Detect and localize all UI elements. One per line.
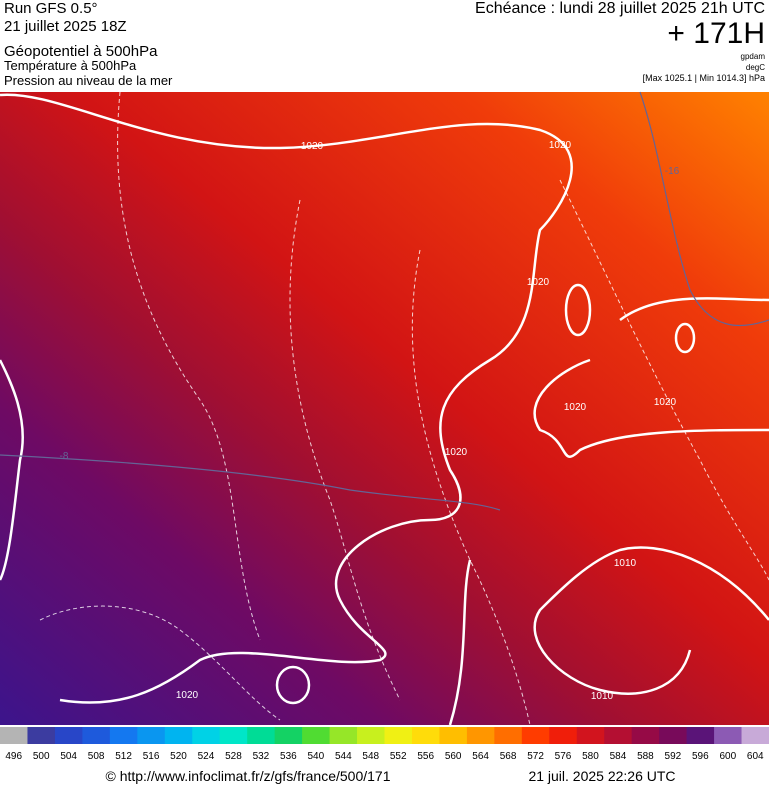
legend-swatch (576, 727, 605, 744)
legend-swatch (0, 727, 28, 744)
legend-swatch (494, 727, 523, 744)
footer-url: © http://www.infoclimat.fr/z/gfs/france/… (106, 768, 391, 784)
legend-swatch (329, 727, 358, 744)
legend-swatch (659, 727, 688, 744)
footer-date: 21 juil. 2025 22:26 UTC (528, 768, 675, 784)
unit: degC (746, 63, 765, 72)
legend-label: 496 (5, 751, 22, 762)
header-line: Run GFS 0.5° (4, 0, 98, 17)
map-background (0, 92, 769, 725)
contour-label: 1020 (445, 447, 468, 458)
contour-label: 1020 (176, 690, 199, 701)
legend-swatch (302, 727, 331, 744)
legend-label: 572 (527, 751, 544, 762)
contour-label: 1020 (301, 141, 324, 152)
unit: [Max 1025.1 | Min 1014.3] hPa (643, 73, 765, 83)
contour-label: 1020 (564, 402, 587, 413)
legend-swatch (411, 727, 440, 744)
legend-label: 588 (637, 751, 654, 762)
unit: gpdam (741, 52, 766, 61)
legend-swatch (466, 727, 495, 744)
legend-label: 552 (390, 751, 407, 762)
legend-swatch (631, 727, 660, 744)
legend-swatch (686, 727, 715, 744)
legend-label: 600 (719, 751, 736, 762)
legend-label: 576 (555, 751, 572, 762)
legend-swatch (357, 727, 385, 744)
legend-swatch (54, 727, 83, 744)
legend-label: 584 (610, 751, 627, 762)
legend-swatch (137, 727, 166, 744)
legend-label: 564 (472, 751, 489, 762)
legend-label: 596 (692, 751, 709, 762)
legend-label: 548 (362, 751, 379, 762)
legend-swatch (274, 727, 303, 744)
legend-label: 524 (198, 751, 215, 762)
legend-label: 520 (170, 751, 187, 762)
legend: 496 500 504 508 512 516 520 524 528 532 536 540 544 5… (0, 727, 769, 762)
contour-label: 1020 (549, 140, 572, 151)
legend-label: 512 (115, 751, 132, 762)
contour-label: 1020 (527, 277, 550, 288)
legend-swatch (439, 727, 468, 744)
legend-label: 580 (582, 751, 599, 762)
legend-label: 568 (500, 751, 517, 762)
contour-label: -8 (60, 451, 69, 462)
header-line: Pression au niveau de la mer (4, 73, 173, 88)
legend-label: 532 (253, 751, 270, 762)
legend-label: 536 (280, 751, 297, 762)
legend-label: 592 (665, 751, 682, 762)
isobars (0, 93, 769, 726)
legend-label: 540 (307, 751, 324, 762)
legend-swatch (109, 727, 138, 744)
contour-label: 1010 (591, 691, 614, 702)
legend-label: 500 (33, 751, 50, 762)
legend-swatch (27, 727, 56, 744)
legend-swatch (549, 727, 578, 744)
header-line: 21 juillet 2025 18Z (4, 18, 127, 35)
header-line: Température à 500hPa (4, 58, 137, 73)
forecast-hour: + 171H (667, 17, 765, 50)
legend-label: 516 (143, 751, 160, 762)
contour-label: 1020 (654, 397, 677, 408)
legend-swatch (247, 727, 276, 744)
legend-swatch (741, 727, 769, 744)
echeance: Echéance : lundi 28 juillet 2025 21h UTC (475, 0, 765, 17)
legend-label: 504 (60, 751, 77, 762)
legend-label: 556 (417, 751, 434, 762)
map: 1020 1020 1020 1020 1020 1020 1020 1010 … (0, 91, 769, 726)
header-line: Géopotentiel à 500hPa (4, 43, 158, 60)
temperature-lines (0, 91, 769, 511)
legend-swatch (219, 727, 248, 744)
legend-label: 528 (225, 751, 242, 762)
header-right: Echéance : lundi 28 juillet 2025 21h UTC… (475, 0, 765, 83)
contour-label: 1010 (614, 558, 637, 569)
legend-label: 604 (747, 751, 764, 762)
legend-swatch (384, 727, 413, 744)
legend-swatch (82, 727, 111, 744)
legend-swatch (521, 727, 550, 744)
legend-label: 544 (335, 751, 352, 762)
contour-label: -16 (665, 166, 680, 177)
legend-swatch (164, 727, 193, 744)
legend-label: 560 (445, 751, 462, 762)
header-left: Run GFS 0.5° 21 juillet 2025 18Z Géopote… (4, 0, 173, 88)
legend-swatch (192, 727, 221, 744)
isotherms (39, 91, 769, 726)
legend-swatch (714, 727, 743, 744)
legend-label: 508 (88, 751, 105, 762)
legend-swatch (604, 727, 633, 744)
